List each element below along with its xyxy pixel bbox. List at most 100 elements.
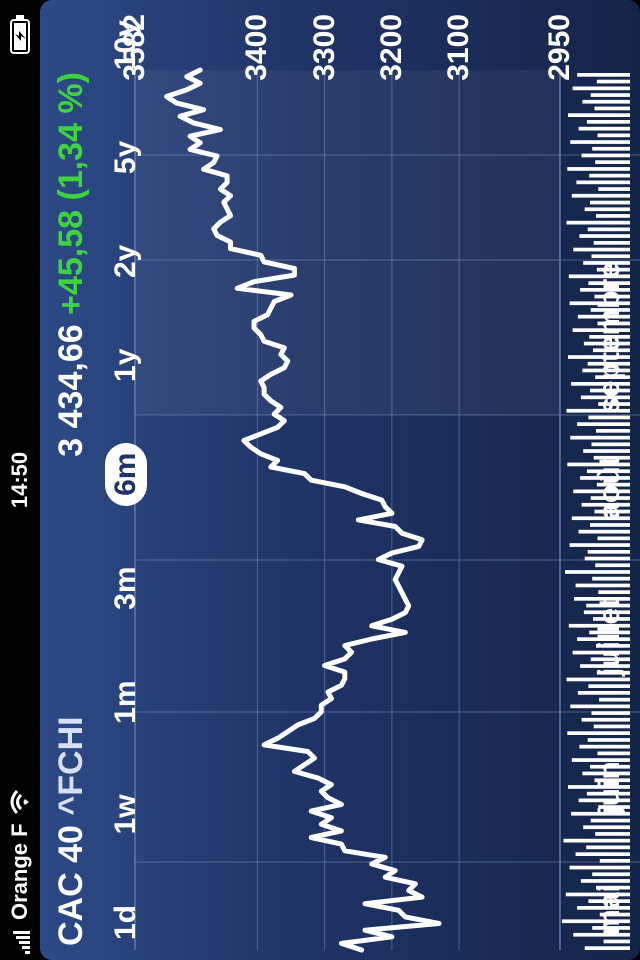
month-label: août [593, 456, 626, 520]
volume-bar [592, 872, 631, 877]
volume-bar [593, 348, 630, 353]
volume-bar [591, 442, 630, 447]
volume-bar [578, 529, 630, 534]
range-tab-1w[interactable]: 1w [109, 794, 142, 835]
volume-bar [595, 563, 631, 568]
index-symbol: ^FCHI [52, 716, 90, 816]
volume-bar [584, 946, 631, 950]
volume-bar [569, 301, 630, 306]
volume-bar [581, 153, 630, 158]
price-tick-label: 3582 [118, 14, 151, 81]
volume-bar [582, 771, 631, 776]
volume-bar [578, 798, 630, 803]
volume-bar [589, 630, 631, 635]
volume-bar [580, 664, 630, 668]
volume-bar [593, 241, 631, 245]
volume-bar [593, 724, 631, 729]
volume-bar [593, 617, 630, 621]
volume-bar [581, 717, 630, 722]
volume-bar [573, 489, 630, 494]
volume-bar [577, 422, 630, 426]
volume-bar [586, 603, 631, 608]
volume-bar [596, 267, 630, 272]
volume-bar [567, 167, 630, 171]
volume-bar [592, 146, 631, 151]
stock-chart-panel: CAC 40 ^FCHI 3 434,66 +45,58 (1,34 %) 1d… [40, 0, 640, 960]
volume-bar [589, 335, 631, 339]
price-line [164, 67, 442, 953]
volume-bar [595, 160, 631, 164]
month-axis: mai juin juillet août septembre [580, 0, 640, 960]
volume-bar [568, 113, 630, 117]
volume-bar [569, 543, 630, 547]
range-tab-1d[interactable]: 1d [109, 904, 142, 940]
range-tab-2y[interactable]: 2y [109, 244, 142, 279]
volume-bar [596, 429, 630, 433]
volume-bar [590, 496, 631, 500]
volume-bar [569, 865, 630, 870]
volume-bar [577, 906, 630, 910]
volume-bar [570, 435, 630, 440]
volume-bar [582, 99, 631, 104]
volume-bar [594, 106, 630, 111]
volume-bar [584, 556, 631, 561]
battery-charging-icon [10, 15, 30, 54]
volume-bar [576, 180, 631, 185]
price-tick-label: 3300 [307, 14, 341, 81]
volume-bar [580, 879, 631, 883]
volume-bar [575, 852, 630, 856]
range-tab-3m[interactable]: 3m [109, 566, 142, 610]
range-tabs: 1d 1w 1m 3m 6m 1y 2y 5y 10y [100, 10, 152, 950]
volume-bar [583, 341, 631, 346]
status-bar: Orange F 14:50 [0, 0, 40, 960]
range-tab-5y[interactable]: 5y [109, 140, 142, 175]
volume-bar [572, 86, 630, 91]
price-change: +45,58 (1,34 %) [52, 72, 90, 315]
volume-bar [603, 939, 630, 944]
volume-bar [592, 576, 631, 581]
volume-bar [593, 455, 631, 460]
volume-bar [583, 825, 631, 830]
volume-bar [580, 395, 631, 400]
volume-bar [567, 731, 630, 735]
volume-bar [592, 926, 631, 930]
range-tab-1y[interactable]: 1y [109, 348, 142, 382]
volume-bar [577, 73, 630, 77]
volume-bar [588, 684, 631, 688]
volume-bar [597, 133, 630, 138]
volume-bar [587, 361, 631, 366]
volume-bar [590, 200, 630, 205]
month-label: mai [593, 884, 626, 936]
volume-bar [589, 173, 631, 178]
volume-bar [579, 234, 631, 238]
volume-bar [596, 482, 630, 487]
volume-bar [595, 832, 631, 836]
volume-bar [571, 758, 630, 762]
price-summary: 3 434,66 +45,58 (1,34 %) [46, 72, 96, 457]
volume-bar [598, 590, 630, 594]
volume-bar [572, 328, 630, 332]
volume-bar [562, 919, 630, 924]
range-tab-1m[interactable]: 1m [109, 680, 142, 724]
volume-bar [597, 321, 630, 326]
range-tab-6m[interactable]: 6m [105, 442, 147, 506]
volume-bar [583, 261, 631, 265]
month-label: juillet [593, 597, 626, 677]
signal-bars-icon [13, 931, 30, 954]
volume-bar [580, 288, 630, 292]
clock: 14:50 [7, 451, 32, 509]
volume-bar [566, 677, 630, 682]
volume-bar [594, 509, 630, 514]
volume-bar [577, 637, 630, 641]
volume-bar [567, 462, 630, 467]
volume-bar [597, 536, 630, 541]
index-name: CAC 40 [52, 825, 90, 946]
volume-bar [591, 711, 630, 715]
volume-bar [571, 811, 630, 816]
volume-bar [575, 583, 630, 588]
month-label: juin [593, 761, 626, 815]
price-tick-label: 3200 [374, 14, 408, 81]
volume-bar [568, 623, 630, 628]
volume-bar [582, 368, 631, 373]
volume-bar [599, 858, 630, 863]
